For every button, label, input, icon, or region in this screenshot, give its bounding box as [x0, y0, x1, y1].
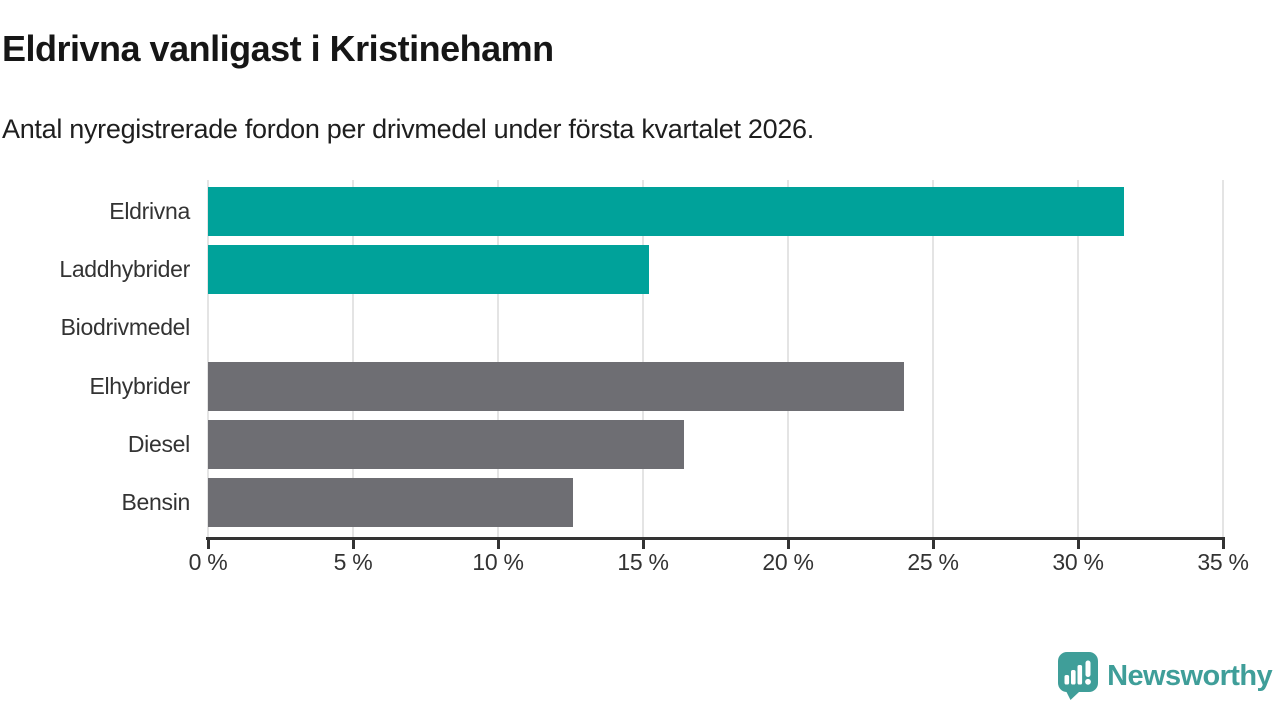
- gridline-0: [207, 180, 209, 538]
- x-tick-label-35: 35 %: [1197, 549, 1249, 575]
- x-tick-label-5: 5 %: [333, 549, 373, 575]
- x-tick-15: [642, 540, 645, 549]
- bar-eldrivna: [208, 187, 1125, 236]
- category-label-diesel: Diesel: [127, 430, 190, 457]
- gridline-15: [642, 180, 644, 538]
- bar-elhybrider: [208, 361, 904, 411]
- gridline-30: [1077, 180, 1079, 538]
- gridline-10: [497, 180, 499, 538]
- newsworthy-logo-icon: [1058, 652, 1099, 700]
- newsworthy-logo: Newsworthy: [1058, 652, 1273, 700]
- category-label-eldrivna: Eldrivna: [109, 198, 190, 224]
- bar-diesel: [208, 419, 684, 469]
- x-tick-10: [497, 540, 500, 549]
- x-tick-25: [932, 540, 935, 549]
- gridline-25: [932, 180, 934, 538]
- x-tick-20: [787, 540, 790, 549]
- x-tick-label-20: 20 %: [762, 549, 814, 575]
- x-tick-label-30: 30 %: [1052, 549, 1104, 575]
- x-axis-line: [206, 537, 1225, 540]
- category-label-elhybrider: Elhybrider: [89, 372, 190, 399]
- x-tick-0: [207, 540, 210, 549]
- chart-title: Eldrivna vanligast i Kristinehamn: [2, 28, 554, 69]
- category-label-bensin: Bensin: [121, 489, 190, 515]
- gridline-20: [787, 180, 789, 538]
- x-tick-label-10: 10 %: [472, 549, 524, 575]
- chart-subtitle: Antal nyregistrerade fordon per drivmede…: [2, 114, 814, 144]
- category-label-biodrivmedel: Biodrivmedel: [60, 314, 191, 341]
- bar-bensin: [208, 478, 574, 527]
- plot-area: [207, 180, 1224, 538]
- x-tick-35: [1222, 540, 1225, 549]
- gridline-35: [1222, 180, 1224, 538]
- x-tick-label-0: 0 %: [188, 549, 228, 575]
- x-tick-5: [352, 540, 355, 549]
- newsworthy-logo-text: Newsworthy: [1107, 659, 1272, 692]
- category-label-laddhybrider: Laddhybrider: [59, 256, 190, 283]
- x-tick-label-25: 25 %: [907, 549, 959, 575]
- gridline-5: [352, 180, 354, 538]
- x-tick-label-15: 15 %: [617, 549, 669, 575]
- bar-laddhybrider: [208, 245, 649, 295]
- x-tick-30: [1077, 540, 1080, 549]
